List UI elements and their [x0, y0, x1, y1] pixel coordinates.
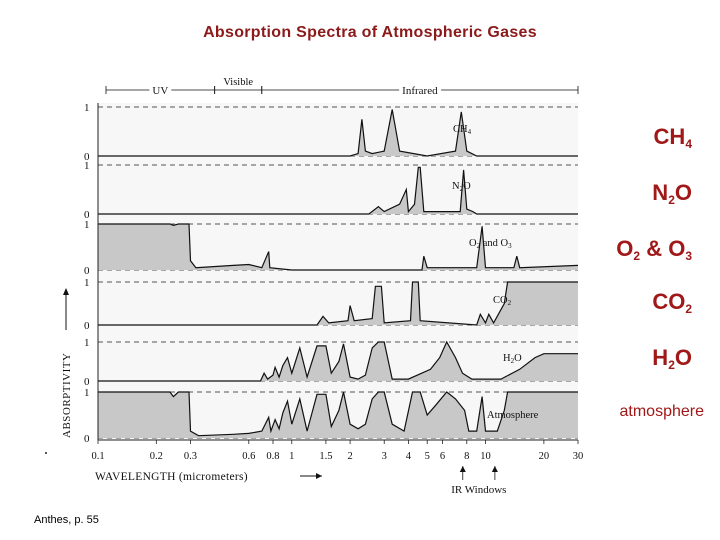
y-tick-label-1: 1 [84, 102, 90, 114]
panel-gas-label: O2 and O3 [469, 238, 512, 250]
x-tick-label: 0.6 [242, 451, 255, 462]
x-axis-label: WAVELENGTH (micrometers) [95, 471, 248, 483]
region-label-bg [399, 85, 442, 97]
gas-label-ch4: CH4 [653, 124, 692, 151]
x-tick-label: 20 [539, 451, 550, 462]
region-label-infrared: Infrared [402, 85, 438, 97]
x-tick-label: 0.8 [266, 451, 279, 462]
x-tick-label: 1 [289, 451, 294, 462]
x-axis-arrowhead [316, 473, 322, 479]
x-tick-label: 4 [406, 451, 412, 462]
gas-label-o2-o: O2 & O3 [616, 236, 692, 263]
y-axis-label: ABSORPTIVITY [61, 353, 73, 438]
y-tick-label-1: 1 [84, 337, 90, 349]
x-tick-label: 3 [382, 451, 387, 462]
plot-background [98, 103, 578, 440]
region-label-uv: UV [152, 85, 168, 97]
absorption-curve-ch4 [98, 109, 578, 157]
ir-window-arrowhead [459, 466, 466, 472]
absorption-area-co2 [98, 282, 578, 325]
absorption-curve-co2 [98, 281, 578, 326]
y-tick-label-0: 0 [84, 376, 90, 388]
x-tick-label: 10 [480, 451, 491, 462]
absorption-curve-n2o [98, 166, 578, 215]
y-tick-label-1: 1 [84, 387, 90, 399]
y-axis-arrowhead [63, 288, 69, 295]
x-tick-label: 2 [347, 451, 352, 462]
gas-label-co2: CO2 [652, 289, 692, 316]
absorption-area-atmosphere [98, 392, 578, 438]
y-tick-label-0: 0 [84, 151, 90, 163]
absorption-area-ch4 [98, 109, 578, 156]
stray-mark [45, 452, 47, 454]
region-label-visible: Visible [223, 77, 253, 88]
y-tick-label-0: 0 [84, 320, 90, 332]
x-tick-label: 30 [573, 451, 584, 462]
x-tick-label: 8 [464, 451, 469, 462]
y-tick-label-1: 1 [84, 160, 90, 172]
absorption-curve-h2o [98, 340, 578, 382]
ir-window-arrowhead [491, 466, 498, 472]
panel-gas-label: CH4 [453, 124, 472, 136]
y-tick-label-1: 1 [84, 277, 90, 289]
absorption-curve-atmosphere [98, 391, 578, 437]
y-tick-label-0: 0 [84, 433, 90, 445]
panel-gas-label: Atmosphere [487, 410, 539, 421]
absorption-curve-o2-and-o3 [98, 223, 579, 271]
y-tick-label-0: 0 [84, 209, 90, 221]
panel-gas-label: N2O [452, 181, 471, 193]
x-tick-label: 1.5 [319, 451, 332, 462]
panel-gas-label: CO2 [493, 295, 512, 307]
x-tick-label: 6 [440, 451, 445, 462]
x-tick-label: 0.2 [150, 451, 163, 462]
absorption-area-h2o [98, 342, 578, 381]
gas-label-h2o: H2O [652, 345, 692, 372]
x-tick-label: 0.3 [184, 451, 197, 462]
x-tick-label: 0.1 [91, 451, 104, 462]
panel-gas-label: H2O [503, 353, 522, 365]
absorption-area-o2-and-o3 [98, 224, 578, 270]
slide-title: Absorption Spectra of Atmospheric Gases [203, 24, 537, 41]
y-tick-label-0: 0 [84, 265, 90, 277]
gas-label-atmosphere: atmosphere [619, 403, 705, 420]
gas-label-n2o: N2O [652, 180, 692, 207]
region-label-bg [149, 85, 172, 97]
ir-windows-label: IR Windows [451, 484, 506, 496]
x-tick-label: 5 [425, 451, 430, 462]
y-tick-label-1: 1 [84, 219, 90, 231]
citation-credit: Anthes, p. 55 [34, 514, 99, 526]
